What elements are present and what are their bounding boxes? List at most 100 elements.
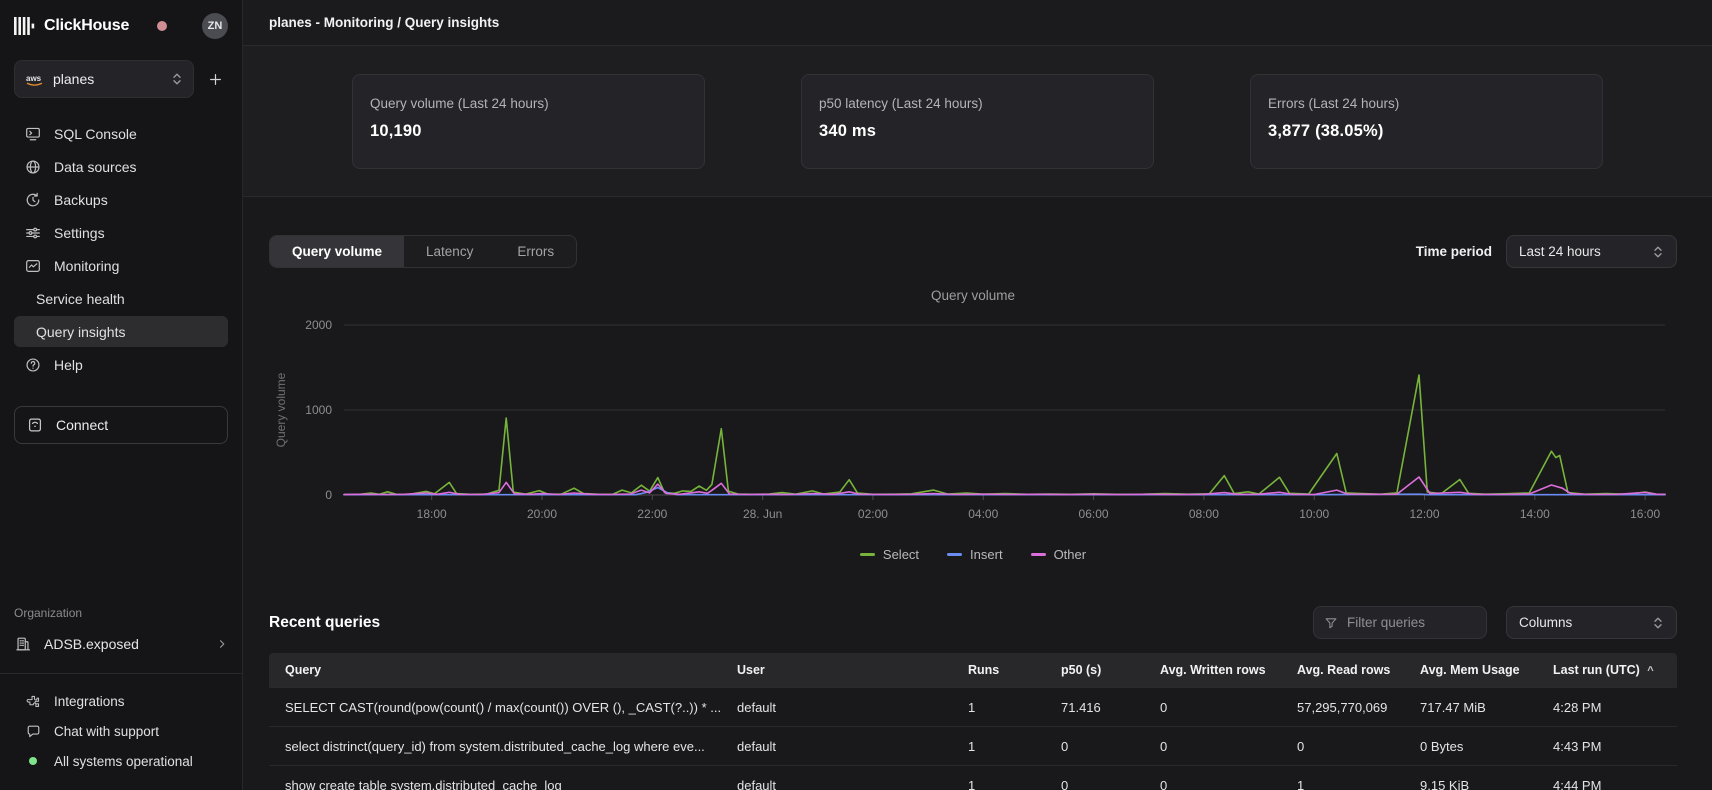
columns-select[interactable]: Columns xyxy=(1506,606,1677,639)
table-row-1[interactable]: select distrinct(query_id) from system.d… xyxy=(269,726,1677,765)
sidebar-item-sql-console[interactable]: SQL Console xyxy=(14,118,228,149)
table-row-2[interactable]: show create table system.distributed_cac… xyxy=(269,765,1677,790)
time-period-select[interactable]: Last 24 hours xyxy=(1506,235,1677,268)
sidebar-footer-all-systems-operational[interactable]: All systems operational xyxy=(14,746,228,776)
svg-text:06:00: 06:00 xyxy=(1079,507,1109,521)
sidebar-item-backups[interactable]: Backups xyxy=(14,184,228,215)
table-cell: 71.416 xyxy=(1061,699,1101,715)
sidebar-divider xyxy=(0,673,242,674)
service-selector[interactable]: aws planes xyxy=(14,60,194,98)
svg-text:Query volume: Query volume xyxy=(274,372,288,447)
legend-label: Insert xyxy=(970,547,1003,562)
svg-text:02:00: 02:00 xyxy=(858,507,888,521)
footer-item-label: All systems operational xyxy=(54,753,193,769)
sidebar-item-label: Data sources xyxy=(54,158,137,175)
tab-query-volume[interactable]: Query volume xyxy=(270,236,405,267)
legend-item-other[interactable]: Other xyxy=(1030,547,1087,562)
svg-text:1000: 1000 xyxy=(305,403,332,417)
svg-text:10:00: 10:00 xyxy=(1299,507,1329,521)
plus-icon xyxy=(209,73,221,85)
tab-latency[interactable]: Latency xyxy=(426,244,474,259)
column-header-last-run-utc-[interactable]: Last run (UTC) ^ xyxy=(1553,663,1654,677)
status-dot xyxy=(29,757,37,765)
tab-errors[interactable]: Errors xyxy=(517,244,555,259)
stat-card-0: Query volume (Last 24 hours) 10,190 xyxy=(352,74,705,169)
connect-button[interactable]: Connect xyxy=(14,406,228,444)
sidebar-item-label: Help xyxy=(54,356,83,373)
monitoring-icon xyxy=(24,257,42,275)
column-header-query[interactable]: Query xyxy=(285,663,322,677)
chart-svg: 0 1000 2000 18:00 20:00 22:00 28. Jun 02:00 04:0… xyxy=(274,318,1666,521)
organization-icon xyxy=(14,635,32,653)
chart-title: Query volume xyxy=(930,288,1016,303)
table-cell: 57,295,770,069 xyxy=(1297,699,1388,715)
table-cell: 0 xyxy=(1160,699,1168,715)
chevron-updown-icon xyxy=(1652,616,1664,630)
integrations-icon xyxy=(24,692,42,710)
legend-label: Other xyxy=(1053,547,1087,562)
sidebar-item-help[interactable]: Help xyxy=(14,349,228,380)
sort-asc-icon: ^ xyxy=(1647,665,1654,677)
stat-card-2: Errors (Last 24 hours) 3,877 (38.05%) xyxy=(1250,74,1603,169)
sidebar-item-label: Settings xyxy=(54,224,105,241)
settings-icon xyxy=(24,224,42,242)
legend-swatch xyxy=(1030,553,1046,556)
filter-queries-input[interactable]: Filter queries xyxy=(1313,606,1487,639)
svg-text:28. Jun: 28. Jun xyxy=(743,507,782,521)
aws-icon: aws xyxy=(26,74,43,86)
legend-item-insert[interactable]: Insert xyxy=(947,547,1003,562)
svg-text:18:00: 18:00 xyxy=(417,507,447,521)
stat-label: p50 latency (Last 24 hours) xyxy=(819,96,983,111)
chart-legend: Select Insert Other xyxy=(269,547,1677,562)
query-cell: select distrinct(query_id) from system.d… xyxy=(285,738,705,754)
organization-switcher[interactable]: ADSB.exposed xyxy=(14,635,228,653)
table-header-row: Query User Runs p50 (s) Avg. Written rows Avg… xyxy=(269,653,1677,687)
sidebar-item-label: Monitoring xyxy=(54,257,120,274)
sidebar-item-monitoring[interactable]: Monitoring xyxy=(14,250,228,281)
table-cell: 0 xyxy=(1061,738,1069,754)
brand-name: ClickHouse xyxy=(44,17,130,34)
sidebar-item-label: Backups xyxy=(54,191,108,208)
sidebar-item-query-insights[interactable]: Query insights xyxy=(14,316,228,347)
column-header-avg-mem-usage[interactable]: Avg. Mem Usage xyxy=(1420,663,1520,677)
stat-label: Errors (Last 24 hours) xyxy=(1268,96,1400,111)
table-cell: 4:44 PM xyxy=(1553,777,1602,790)
recent-queries-title: Recent queries xyxy=(269,613,381,631)
sidebar-nav: SQL Console Data sources Backups Settings Mo… xyxy=(14,118,228,380)
column-header-avg-read-rows[interactable]: Avg. Read rows xyxy=(1297,663,1391,677)
sidebar-item-data-sources[interactable]: Data sources xyxy=(14,151,228,182)
query-volume-chart: 0 1000 2000 18:00 20:00 22:00 28. Jun 02:00 04:0… xyxy=(269,307,1677,545)
footer-item-label: Chat with support xyxy=(54,723,160,739)
legend-item-select[interactable]: Select xyxy=(859,547,919,562)
chevron-right-icon xyxy=(216,638,228,650)
svg-text:2000: 2000 xyxy=(305,318,332,332)
console-icon xyxy=(24,125,42,143)
chevron-updown-icon xyxy=(171,72,183,86)
column-header-avg-written-rows[interactable]: Avg. Written rows xyxy=(1160,663,1266,677)
column-header-p50-s-[interactable]: p50 (s) xyxy=(1061,663,1102,677)
table-cell: default xyxy=(737,699,777,715)
sidebar-footer-chat-with-support[interactable]: Chat with support xyxy=(14,716,228,746)
table-cell: 0 Bytes xyxy=(1420,738,1464,754)
table-cell: 1 xyxy=(968,699,976,715)
avatar[interactable]: ZN xyxy=(202,13,228,39)
sidebar-item-service-health[interactable]: Service health xyxy=(14,283,228,314)
table-row-0[interactable]: SELECT CAST(round(pow(count() / max(coun… xyxy=(269,687,1677,726)
sidebar-footer-integrations[interactable]: Integrations xyxy=(14,686,228,716)
stat-card-1: p50 latency (Last 24 hours) 340 ms xyxy=(801,74,1154,169)
query-cell: SELECT CAST(round(pow(count() / max(coun… xyxy=(285,699,721,715)
table-cell: 1 xyxy=(968,777,976,790)
add-service-button[interactable] xyxy=(202,66,228,92)
table-cell: default xyxy=(737,777,777,790)
sidebar-item-settings[interactable]: Settings xyxy=(14,217,228,248)
service-name: planes xyxy=(53,71,95,87)
svg-text:aws: aws xyxy=(26,74,42,83)
column-header-runs[interactable]: Runs xyxy=(968,663,1000,677)
funnel-icon xyxy=(1324,616,1338,630)
svg-text:04:00: 04:00 xyxy=(968,507,998,521)
column-header-user[interactable]: User xyxy=(737,663,765,677)
sidebar-footer: Integrations Chat with support All systems… xyxy=(14,674,228,790)
svg-text:08:00: 08:00 xyxy=(1189,507,1219,521)
svg-text:12:00: 12:00 xyxy=(1410,507,1440,521)
chart-tab-group: Query volume Latency Errors xyxy=(269,235,578,268)
